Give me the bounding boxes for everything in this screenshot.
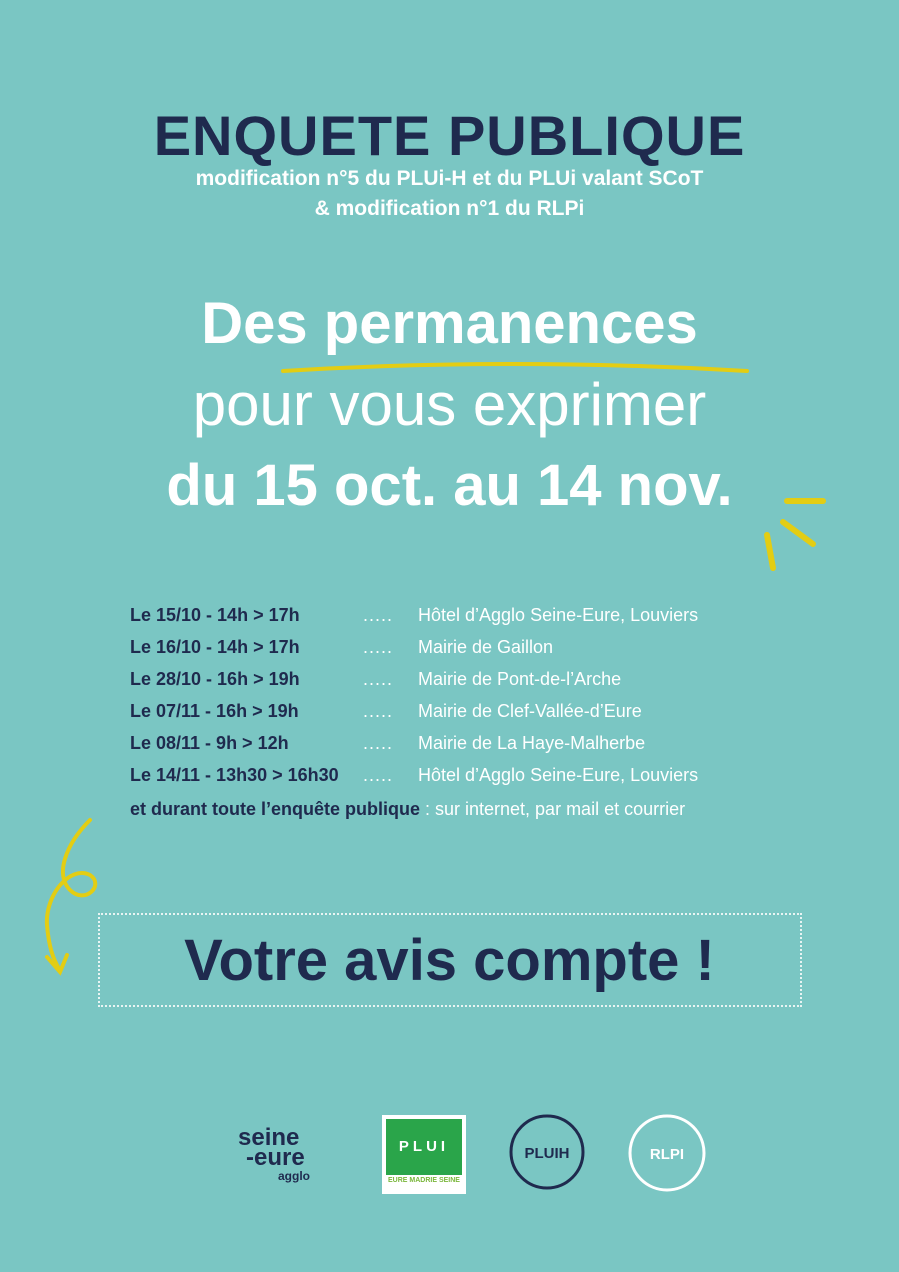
svg-text:PLUIH: PLUIH [525,1145,570,1162]
leader-dots: ..... [363,669,394,689]
schedule-row: Le 14/11 - 13h30 > 16h30..... Hôtel d’Agg… [130,765,850,797]
subtitle-line-1: modification n°5 du PLUi-H et du PLUi va… [195,167,704,190]
underline-swoosh [281,362,749,373]
leader-dots: ..... [363,605,394,625]
schedule-date: Le 28/10 - 16h > 19h [130,669,300,689]
curly-arrow-icon [44,818,98,976]
sparkle-icon [764,498,826,571]
headline-line-1: Des permanences [0,290,899,357]
schedule-place: Mairie de Clef-Vallée-d’Eure [418,701,642,721]
svg-text:RLPI: RLPI [650,1146,684,1163]
schedule-place: Mairie de La Haye-Malherbe [418,733,646,753]
leader-dots: ..... [363,701,394,721]
pluih-logo: PLUIH [509,1114,585,1190]
schedule-row: Le 07/11 - 16h > 19h..... Mairie de Clef-… [130,701,850,733]
schedule-row: Le 08/11 - 9h > 12h..... Mairie de La Hay… [130,733,850,765]
schedule-date: Le 16/10 - 14h > 17h [130,637,300,657]
headline-permanences: permanences [323,291,698,356]
note-bold: et durant toute l’enquête publique [130,799,420,819]
schedule-date: Le 15/10 - 14h > 17h [130,605,300,625]
subtitle-line-2: & modification n°1 du RLPi [314,197,585,220]
page-title: ENQUETE PUBLIQUE [153,104,746,167]
schedule-row: Le 15/10 - 14h > 17h..... Hôtel d’Agglo S… [130,605,850,637]
leader-dots: ..... [363,637,394,657]
schedule-row: Le 16/10 - 14h > 17h..... Mairie de Gaill… [130,637,850,669]
rlpi-logo: RLPI [628,1114,706,1192]
schedule-place: Hôtel d’Agglo Seine-Eure, Louviers [418,765,699,785]
plui-logo: PLUI EURE MADRIE SEINE [382,1115,466,1194]
schedule-date: Le 14/11 - 13h30 > 16h30 [130,765,339,785]
schedule-date: Le 08/11 - 9h > 12h [130,733,289,753]
schedule-place: Hôtel d’Agglo Seine-Eure, Louviers [418,605,699,625]
schedule-row: Le 28/10 - 16h > 19h..... Mairie de Pont-… [130,669,850,701]
schedule-date: Le 07/11 - 16h > 19h [130,701,299,721]
cta-text: Votre avis compte ! [184,928,715,993]
note-rest: : sur internet, par mail et courrier [420,799,686,819]
schedule-place: Mairie de Gaillon [418,637,554,657]
online-note: et durant toute l’enquête publique : sur… [130,799,870,820]
headline-line-2: pour vous exprimer [192,371,707,438]
leader-dots: ..... [363,765,394,785]
headline-des: Des [201,291,324,356]
leader-dots: ..... [363,733,394,753]
schedule-place: Mairie de Pont-de-l’Arche [418,669,622,689]
seine-eure-logo: seine -eure agglo [238,1124,310,1184]
headline-dates: du 15 oct. au 14 nov. [166,453,733,518]
cta-box [98,913,802,1007]
